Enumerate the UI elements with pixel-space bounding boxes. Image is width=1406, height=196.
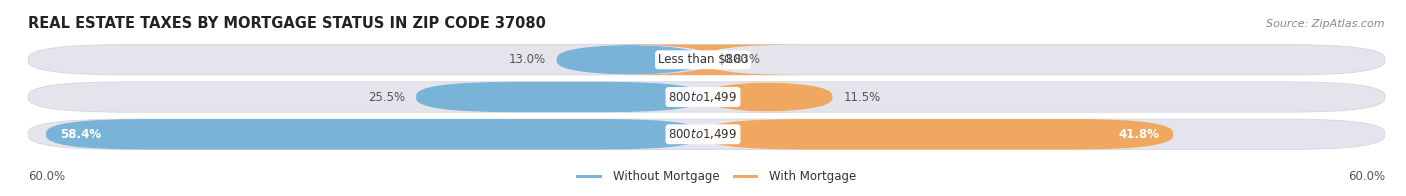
FancyBboxPatch shape xyxy=(28,82,1385,112)
Text: Without Mortgage: Without Mortgage xyxy=(613,170,720,183)
Text: 0.83%: 0.83% xyxy=(724,53,761,66)
Text: 60.0%: 60.0% xyxy=(28,170,65,183)
FancyBboxPatch shape xyxy=(703,119,1173,150)
FancyBboxPatch shape xyxy=(576,175,602,178)
Text: 41.8%: 41.8% xyxy=(1118,128,1159,141)
Text: 13.0%: 13.0% xyxy=(509,53,546,66)
Text: 25.5%: 25.5% xyxy=(368,91,405,103)
Text: 60.0%: 60.0% xyxy=(1348,170,1385,183)
Text: 11.5%: 11.5% xyxy=(844,91,880,103)
FancyBboxPatch shape xyxy=(416,82,703,112)
FancyBboxPatch shape xyxy=(614,45,801,75)
Text: 58.4%: 58.4% xyxy=(60,128,101,141)
Text: $800 to $1,499: $800 to $1,499 xyxy=(668,90,738,104)
FancyBboxPatch shape xyxy=(28,45,1385,75)
Text: With Mortgage: With Mortgage xyxy=(769,170,856,183)
FancyBboxPatch shape xyxy=(733,175,758,178)
Text: Less than $800: Less than $800 xyxy=(658,53,748,66)
Text: $800 to $1,499: $800 to $1,499 xyxy=(668,127,738,141)
FancyBboxPatch shape xyxy=(557,45,703,75)
FancyBboxPatch shape xyxy=(703,82,832,112)
Text: Source: ZipAtlas.com: Source: ZipAtlas.com xyxy=(1267,18,1385,29)
Text: REAL ESTATE TAXES BY MORTGAGE STATUS IN ZIP CODE 37080: REAL ESTATE TAXES BY MORTGAGE STATUS IN … xyxy=(28,16,546,31)
FancyBboxPatch shape xyxy=(28,119,1385,150)
FancyBboxPatch shape xyxy=(46,119,703,150)
